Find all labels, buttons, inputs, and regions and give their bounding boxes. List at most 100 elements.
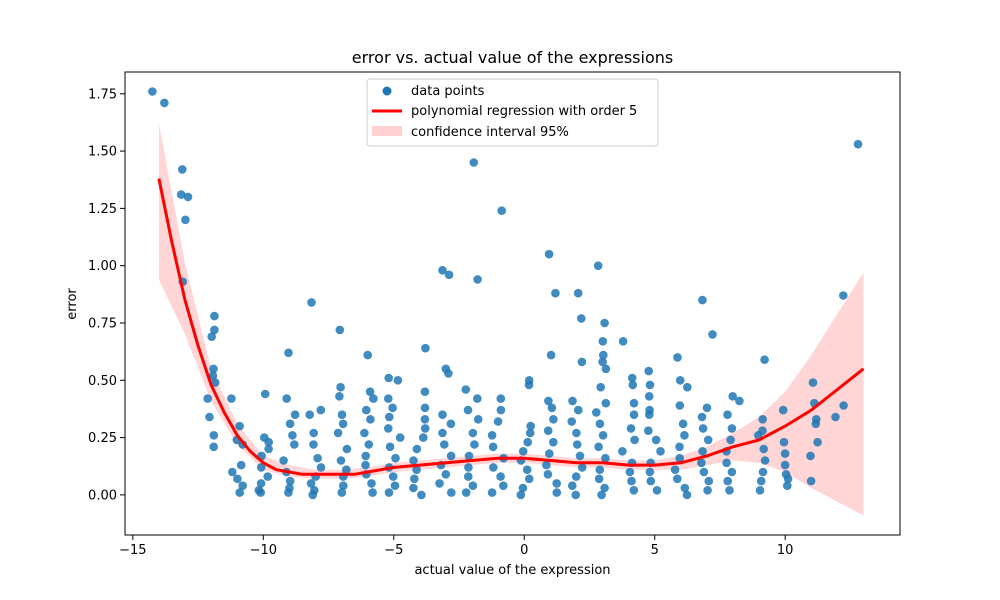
data-point (702, 403, 712, 413)
data-point (735, 396, 744, 406)
data-point (461, 488, 471, 497)
data-point (360, 428, 369, 438)
data-point (546, 350, 556, 360)
data-point (342, 465, 351, 475)
data-point (336, 456, 346, 465)
data-point (813, 437, 822, 447)
data-point (704, 476, 714, 486)
data-point (284, 348, 293, 358)
y-tick-label: 1.50 (88, 145, 117, 160)
data-point (725, 486, 734, 495)
data-point (307, 298, 316, 307)
data-point (290, 440, 299, 449)
data-point (626, 424, 636, 433)
data-point (362, 405, 371, 415)
data-point (284, 488, 293, 497)
data-point (699, 467, 709, 477)
data-point (313, 453, 322, 463)
x-tick-label: −5 (384, 543, 403, 558)
data-point (384, 488, 394, 497)
data-point (523, 437, 532, 447)
data-point (468, 428, 478, 438)
data-point (549, 437, 558, 447)
data-point (464, 472, 473, 481)
data-point (524, 474, 534, 484)
data-point (644, 366, 653, 376)
data-point (754, 431, 763, 440)
y-tick-label: 0.00 (88, 488, 117, 503)
confidence-band (158, 123, 864, 516)
x-axis-label: actual value of the expression (414, 563, 610, 578)
data-point (438, 266, 447, 275)
data-point (806, 476, 816, 486)
data-point (336, 382, 345, 392)
data-point (444, 369, 453, 378)
y-tick-label: 1.75 (88, 87, 117, 102)
data-point (678, 419, 688, 429)
data-point (417, 490, 426, 500)
data-point (574, 405, 583, 415)
data-point (596, 382, 605, 392)
data-point (316, 405, 326, 415)
data-point (473, 275, 482, 284)
data-point (726, 435, 735, 445)
data-point (811, 419, 821, 429)
legend-marker-confidence-band (372, 126, 402, 136)
data-point (363, 350, 373, 360)
data-point (233, 474, 242, 484)
data-point (306, 479, 316, 488)
data-point (264, 444, 273, 454)
data-point (568, 481, 577, 491)
data-point (235, 421, 244, 431)
data-point (675, 401, 685, 410)
data-point (435, 479, 444, 488)
data-point (522, 465, 532, 475)
data-point (629, 398, 639, 408)
data-point (473, 415, 483, 424)
data-point (853, 139, 863, 149)
data-point (473, 394, 482, 403)
data-point (567, 417, 576, 426)
data-point (783, 481, 792, 491)
data-point (409, 456, 418, 465)
data-point (210, 325, 219, 335)
data-point (577, 357, 587, 367)
data-point (780, 449, 790, 458)
data-point (595, 465, 605, 475)
data-point (463, 405, 473, 415)
data-point (598, 431, 608, 440)
data-point (461, 385, 471, 394)
data-point (571, 472, 581, 481)
data-point (683, 382, 692, 392)
data-point (618, 337, 628, 346)
data-point (543, 426, 553, 436)
data-point (618, 447, 627, 456)
data-point (308, 490, 318, 500)
data-point (487, 488, 497, 497)
data-point (290, 410, 300, 420)
data-point (488, 442, 498, 452)
legend: data points polynomial regression with o… (366, 78, 659, 147)
data-point (493, 417, 503, 426)
data-point (703, 486, 712, 495)
data-point (285, 476, 295, 486)
x-tick-label: −10 (250, 543, 277, 558)
data-point (438, 410, 447, 420)
data-point (496, 394, 506, 403)
data-point (388, 472, 398, 481)
data-point (577, 463, 587, 472)
data-point (571, 490, 580, 500)
data-point (575, 451, 585, 461)
data-point (176, 190, 186, 199)
data-point (469, 158, 479, 167)
data-point (675, 376, 685, 385)
data-point (806, 451, 815, 461)
data-point (703, 435, 713, 445)
data-point (441, 470, 451, 479)
data-point (601, 398, 611, 408)
y-tick-label: 0.50 (88, 374, 117, 389)
data-point (680, 431, 689, 440)
data-point (395, 433, 405, 442)
data-point (256, 463, 266, 472)
